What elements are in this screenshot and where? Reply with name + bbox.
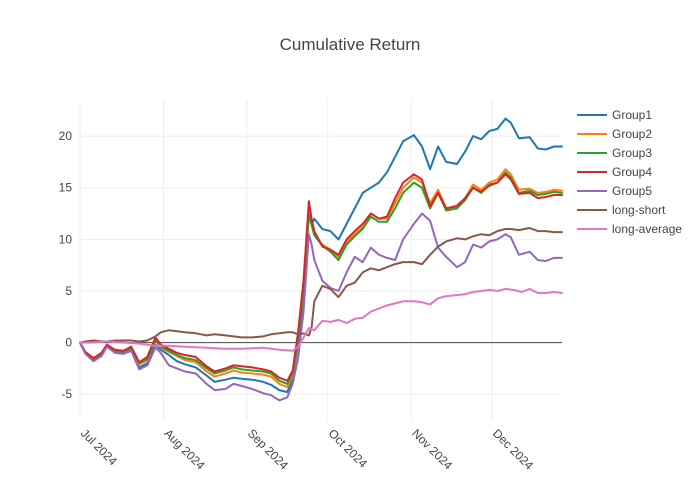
series-line-group4 bbox=[79, 173, 563, 382]
y-tick-label: 15 bbox=[59, 181, 73, 195]
y-tick-label: 5 bbox=[65, 284, 72, 298]
legend-label-long-short: long-short bbox=[612, 203, 666, 217]
series-lines bbox=[79, 117, 563, 402]
legend: Group1 Group2 Group3 Group4 Group5 long-short… bbox=[577, 108, 682, 236]
series-line-long-average bbox=[79, 287, 563, 352]
gridlines bbox=[79, 100, 562, 420]
y-tick-label: -5 bbox=[61, 387, 72, 401]
series-line-group5 bbox=[79, 212, 563, 402]
legend-label-long-average: long-average bbox=[612, 222, 682, 236]
legend-label-group2: Group2 bbox=[612, 127, 652, 141]
legend-label-group4: Group4 bbox=[612, 165, 652, 179]
y-tick-label: 10 bbox=[59, 232, 73, 246]
series-line-long-short bbox=[79, 227, 563, 344]
legend-label-group3: Group3 bbox=[612, 146, 652, 160]
chart-title: Cumulative Return bbox=[280, 35, 421, 54]
y-tick-label: 20 bbox=[59, 129, 73, 143]
legend-label-group5: Group5 bbox=[612, 184, 652, 198]
y-tick-label: 0 bbox=[65, 336, 72, 350]
legend-label-group1: Group1 bbox=[612, 108, 652, 122]
